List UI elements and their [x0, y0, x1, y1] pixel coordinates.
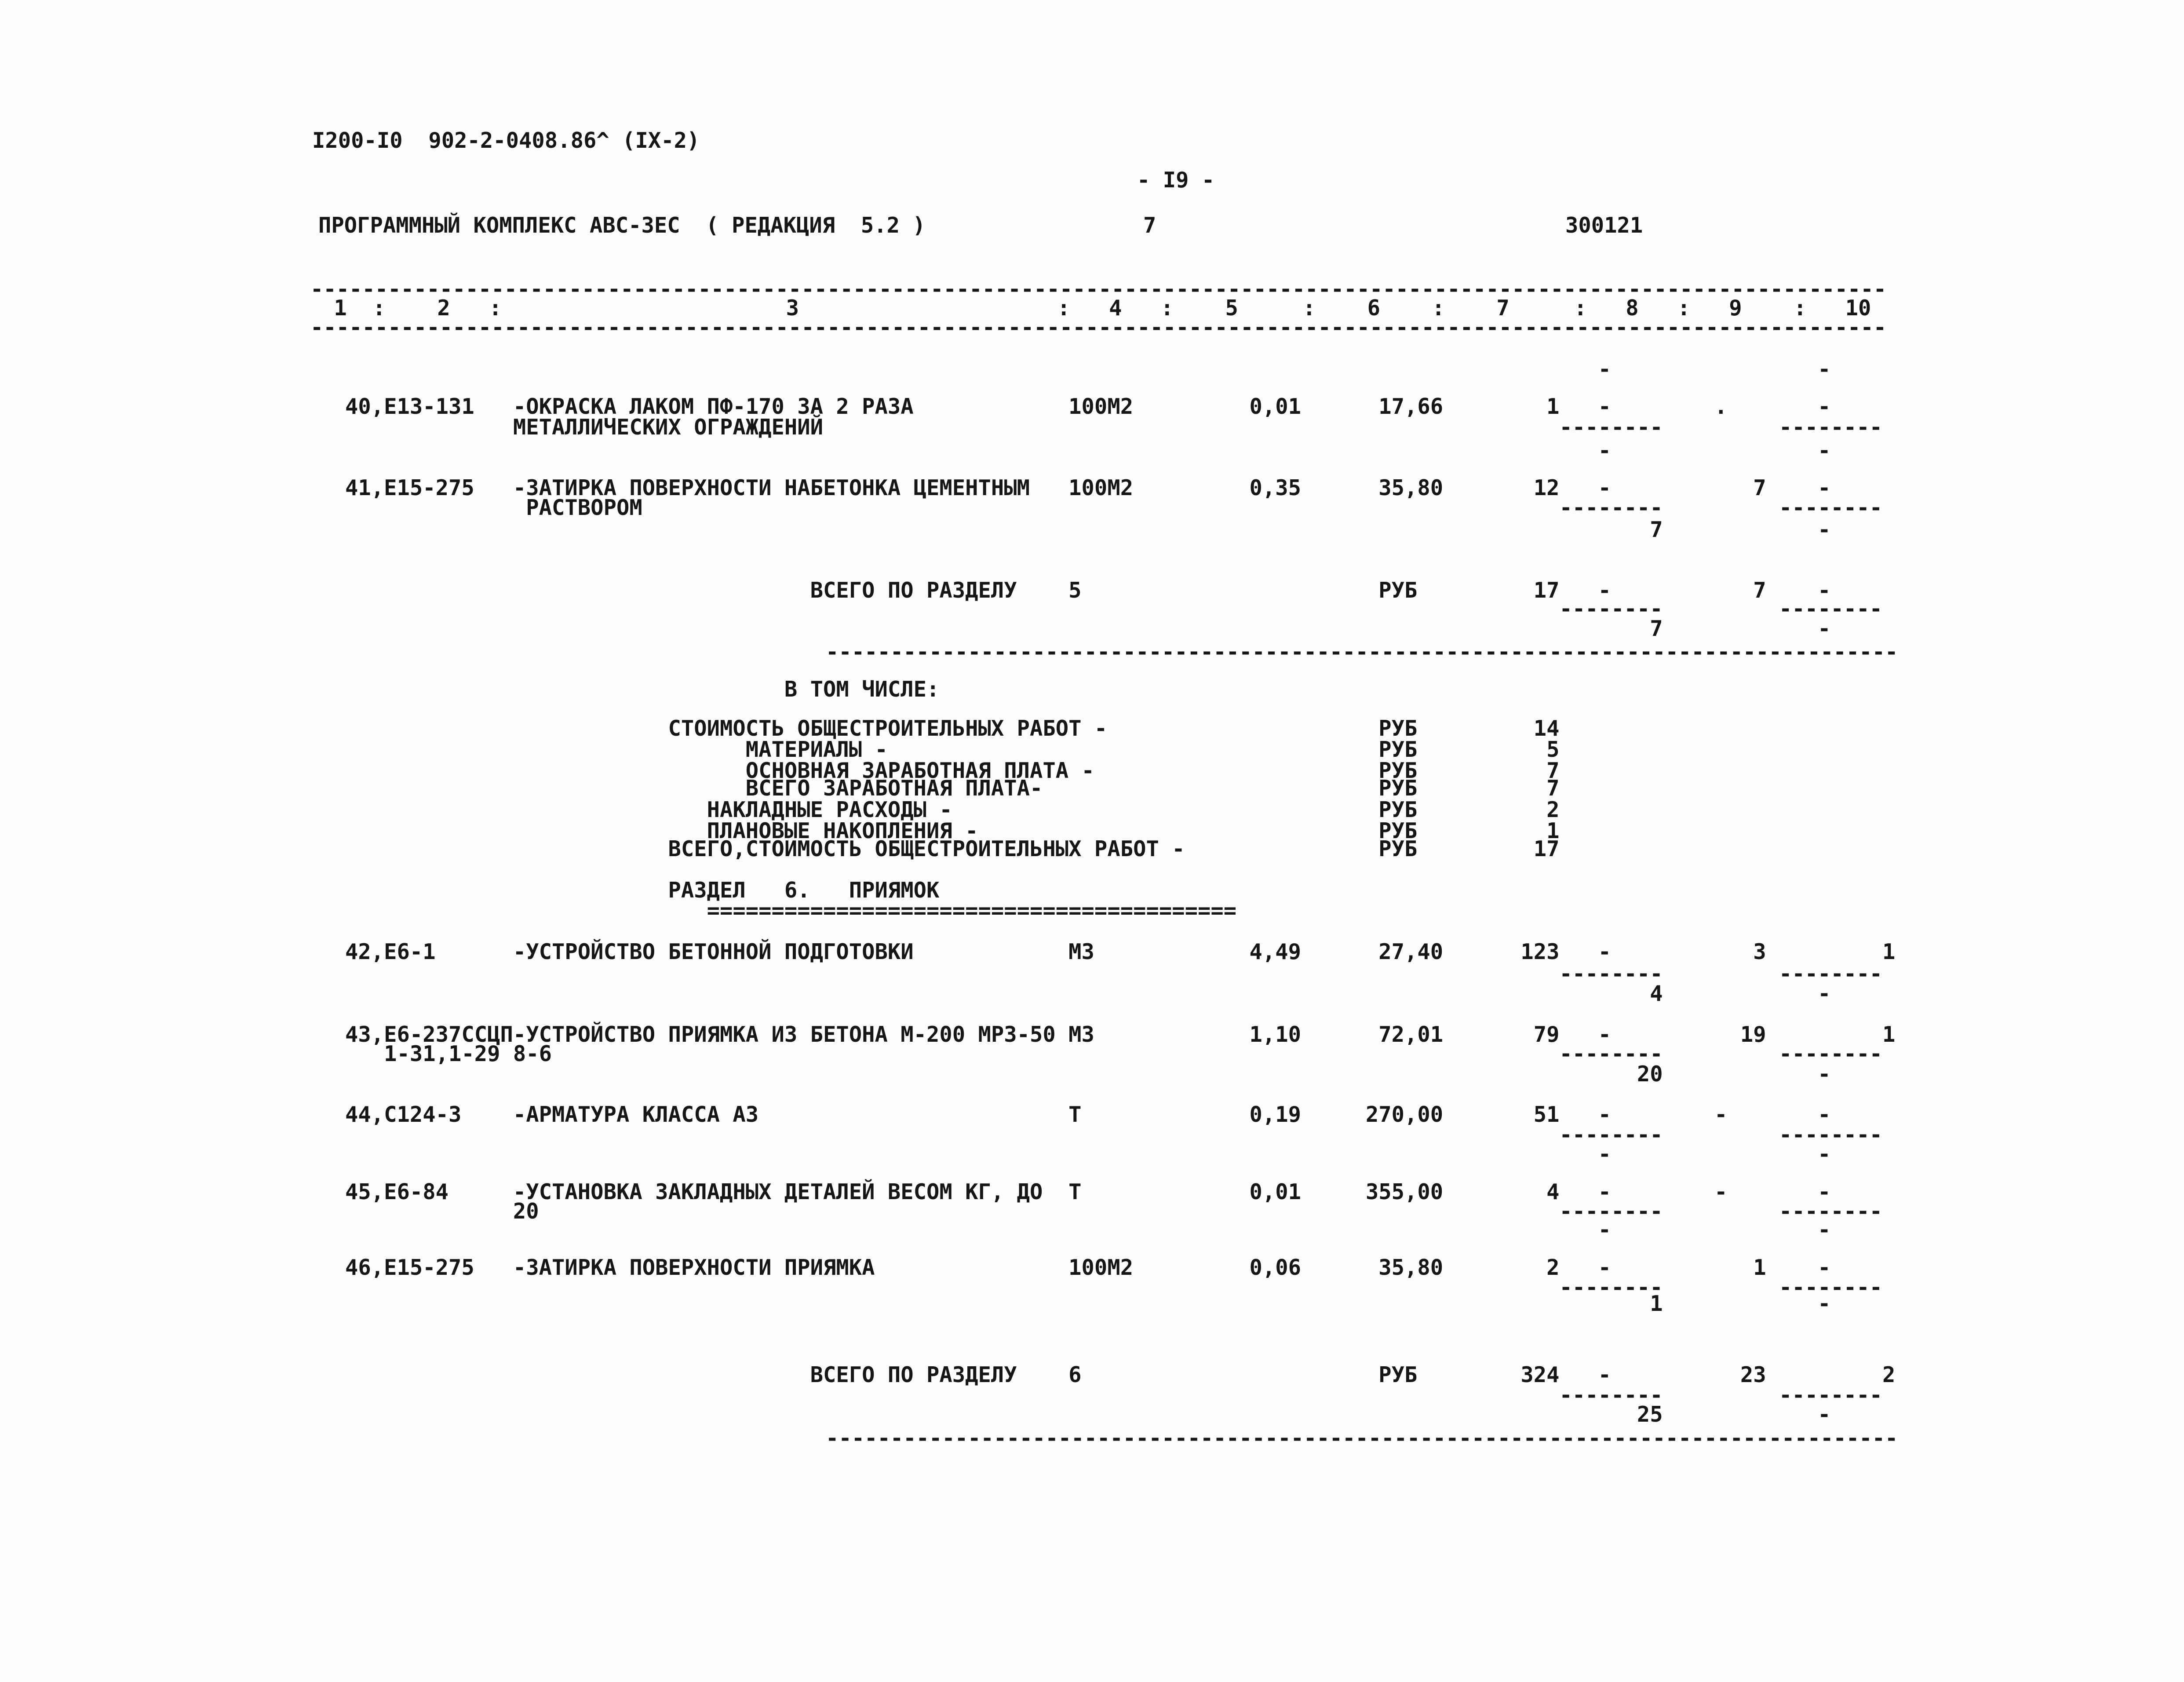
- item-46-denominator: 1 -: [345, 1291, 1831, 1316]
- section-5-total-denominator: 7 -: [345, 616, 1831, 641]
- table-rule-header-bottom: ----------------------------------------…: [310, 315, 1887, 340]
- item-40-row: 40,Е13-131 -ОКРАСКА ЛАКОМ ПФ-170 ЗА 2 РА…: [345, 394, 1831, 419]
- section-6-end-rule: ----------------------------------------…: [826, 1426, 1898, 1451]
- item-45-continuation: 20 -------- --------: [345, 1199, 1883, 1224]
- item-40-continuation: МЕТАЛЛИЧЕСКИХ ОГРАЖДЕНИЙ -------- ------…: [345, 415, 1883, 440]
- sheet-number: 7: [1143, 213, 1156, 238]
- item-44-row: 44,С124-3 -АРМАТУРА КЛАССА А3 Т 0,19 270…: [345, 1102, 1831, 1127]
- in-total-heading: В ТОМ ЧИСЛЕ:: [345, 677, 940, 702]
- basic-wages-line: ОСНОВНАЯ ЗАРАБОТНАЯ ПЛАТА - РУБ 7: [345, 758, 1560, 783]
- section-6-underline: ========================================…: [345, 898, 1237, 923]
- section-6-total-fraction-bar: -------- --------: [345, 1383, 1883, 1408]
- item-44-denominator: - -: [345, 1142, 1831, 1167]
- form-code: 300121: [1565, 213, 1643, 238]
- item-44-fraction-bar: -------- --------: [345, 1122, 1883, 1147]
- total-cost-line: ВСЕГО,СТОИМОСТЬ ОБЩЕСТРОИТЕЛЬНЫХ РАБОТ -…: [345, 836, 1560, 861]
- planned-savings-line: ПЛАНОВЫЕ НАКОПЛЕНИЯ - РУБ 1: [345, 818, 1560, 843]
- total-wages-line: ВСЕГО ЗАРАБОТНАЯ ПЛАТА- РУБ 7: [345, 776, 1560, 801]
- item-43-denominator: 20 -: [345, 1062, 1831, 1087]
- item-46-row: 46,Е15-275 -ЗАТИРКА ПОВЕРХНОСТИ ПРИЯМКА …: [345, 1255, 1831, 1280]
- section-5-end-rule: ----------------------------------------…: [826, 639, 1898, 664]
- doc-code: I200-I0 902-2-0408.86^ (IX-2): [312, 128, 700, 153]
- cost-general-works-line: СТОИМОСТЬ ОБЩЕСТРОИТЕЛЬНЫХ РАБОТ - РУБ 1…: [345, 716, 1560, 741]
- item-43-row: 43,Е6-237ССЦП-УСТРОЙСТВО ПРИЯМКА ИЗ БЕТО…: [345, 1022, 1896, 1047]
- item-42-denominator: 4 -: [345, 981, 1831, 1006]
- section-5-total-fraction-bar: -------- --------: [345, 596, 1883, 621]
- section-6-total-row: ВСЕГО ПО РАЗДЕЛУ 6 РУБ 324 - 23 2: [345, 1362, 1896, 1387]
- section-5-total-row: ВСЕГО ПО РАЗДЕЛУ 5 РУБ 17 - 7 -: [345, 578, 1831, 603]
- section-6-heading: РАЗДЕЛ 6. ПРИЯМОК: [345, 878, 940, 903]
- materials-line: МАТЕРИАЛЫ - РУБ 5: [345, 737, 1560, 762]
- page-number: - I9 -: [1137, 168, 1215, 193]
- item-41-continuation: РАСТВОРОМ -------- --------: [345, 495, 1883, 520]
- item-46-fraction-bar: -------- --------: [345, 1275, 1883, 1300]
- item-42-fraction-bar: -------- --------: [345, 961, 1883, 986]
- item-41-row: 41,Е15-275 -ЗАТИРКА ПОВЕРХНОСТИ НАБЕТОНК…: [345, 475, 1831, 500]
- item-42-row: 42,Е6-1 -УСТРОЙСТВО БЕТОННОЙ ПОДГОТОВКИ …: [345, 939, 1896, 964]
- table-column-header: 1 : 2 : 3 : 4 : 5 : 6 : 7 : 8 : 9 : 10: [321, 296, 1871, 321]
- item-43-continuation: 1-31,1-29 8-6 -------- --------: [345, 1041, 1883, 1066]
- overheads-line: НАКЛАДНЫЕ РАСХОДЫ - РУБ 2: [345, 797, 1560, 822]
- program-title: ПРОГРАММНЫЙ КОМПЛЕКС АВС-3ЕС ( РЕДАКЦИЯ …: [318, 213, 926, 238]
- carryover-fraction-line: - -: [345, 357, 1831, 382]
- item-40-denominator: - -: [345, 438, 1831, 463]
- table-rule-top: ----------------------------------------…: [310, 277, 1887, 302]
- item-45-denominator: - -: [345, 1217, 1831, 1242]
- item-45-row: 45,Е6-84 -УСТАНОВКА ЗАКЛАДНЫХ ДЕТАЛЕЙ ВЕ…: [345, 1179, 1831, 1204]
- item-41-denominator: 7 -: [345, 517, 1831, 542]
- section-6-total-denominator: 25 -: [345, 1402, 1831, 1427]
